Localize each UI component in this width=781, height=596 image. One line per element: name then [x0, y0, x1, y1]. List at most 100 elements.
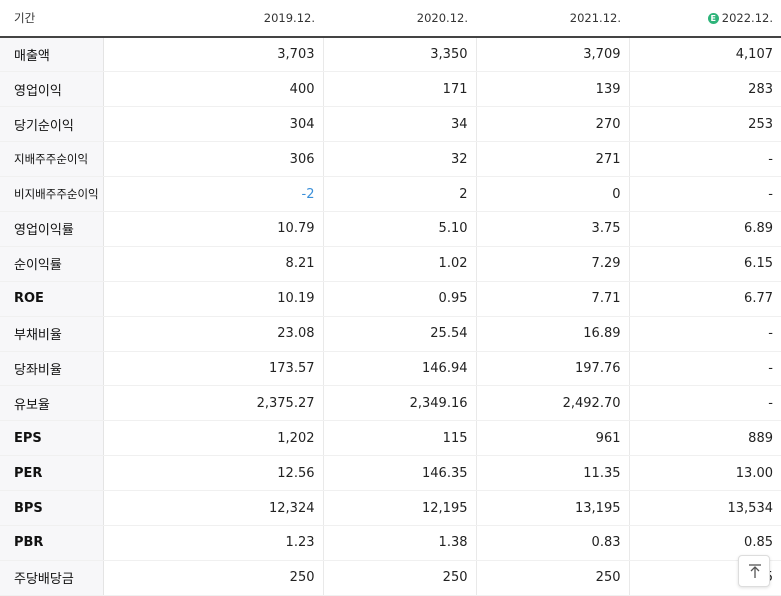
cell-value: 23.08 — [102, 315, 323, 352]
table-row: BPS 12,324 12,195 13,195 13,534 — [0, 490, 781, 526]
cell-value: 250 — [322, 559, 476, 596]
scroll-to-top-button[interactable] — [738, 555, 770, 587]
row-label: EPS — [0, 420, 104, 457]
cell-value: 115 — [322, 420, 476, 457]
row-label: 주당배당금 — [0, 559, 104, 596]
cell-value: - — [628, 351, 781, 387]
cell-value: 34 — [322, 106, 476, 143]
table-row: 유보율 2,375.27 2,349.16 2,492.70 - — [0, 385, 781, 422]
cell-value: 0.85 — [628, 525, 781, 561]
cell-value: 3.75 — [475, 210, 629, 247]
cell-value: 8.21 — [102, 246, 323, 282]
cell-value: 283 — [628, 71, 781, 108]
cell-value: 3,350 — [322, 37, 476, 73]
table-row: 지배주주순이익 306 32 271 - — [0, 141, 781, 178]
cell-value: 2,375.27 — [102, 385, 323, 422]
table-header-row: 기간 2019.12. 2020.12. 2021.12. E 2022.12. — [0, 0, 781, 38]
table-row: 주당배당금 250 250 250 5 — [0, 559, 781, 596]
cell-value: 32 — [322, 141, 476, 178]
estimate-e-icon: E — [707, 13, 719, 24]
arrow-up-to-top-icon — [749, 564, 761, 578]
cell-value: 3,703 — [102, 37, 323, 73]
table-row: PER 12.56 146.35 11.35 13.00 — [0, 455, 781, 492]
cell-value: 270 — [475, 106, 629, 143]
cell-value: 304 — [102, 106, 323, 143]
row-label: 매출액 — [0, 37, 104, 73]
cell-value: 306 — [102, 141, 323, 178]
cell-value: 13,534 — [628, 490, 781, 526]
cell-value: 139 — [475, 71, 629, 108]
cell-value: 12,195 — [322, 490, 476, 526]
period-header-label: 기간 — [0, 0, 103, 38]
cell-value: 13.00 — [628, 455, 781, 492]
table-row: PBR 1.23 1.38 0.83 0.85 — [0, 525, 781, 561]
cell-value: 0 — [475, 176, 629, 212]
cell-value: 7.29 — [475, 246, 629, 282]
period-header-2022: E 2022.12. — [629, 0, 781, 38]
row-label: PBR — [0, 525, 104, 561]
cell-value: 11.35 — [475, 455, 629, 492]
cell-value: 5.10 — [322, 210, 476, 247]
cell-value: - — [628, 176, 781, 212]
table-row: 영업이익률 10.79 5.10 3.75 6.89 — [0, 210, 781, 247]
cell-value-negative: -2 — [102, 176, 323, 212]
cell-value: 146.35 — [322, 455, 476, 492]
row-label: ROE — [0, 281, 104, 317]
cell-value: 13,195 — [475, 490, 629, 526]
cell-value: 1.02 — [322, 246, 476, 282]
table-row: EPS 1,202 115 961 889 — [0, 420, 781, 457]
row-label: 당기순이익 — [0, 106, 104, 143]
cell-value: 0.95 — [322, 281, 476, 317]
cell-value: 171 — [322, 71, 476, 108]
cell-value: 253 — [628, 106, 781, 143]
cell-value: 1.23 — [102, 525, 323, 561]
cell-value: - — [628, 141, 781, 178]
cell-value: 12.56 — [102, 455, 323, 492]
cell-value: 2,349.16 — [322, 385, 476, 422]
cell-value: 12,324 — [102, 490, 323, 526]
table-row: ROE 10.19 0.95 7.71 6.77 — [0, 281, 781, 317]
cell-value: 25.54 — [322, 315, 476, 352]
cell-value: 173.57 — [102, 351, 323, 387]
row-label: 유보율 — [0, 385, 104, 422]
cell-value: 7.71 — [475, 281, 629, 317]
cell-value: 250 — [102, 559, 323, 596]
cell-value: 16.89 — [475, 315, 629, 352]
cell-value: 250 — [475, 559, 629, 596]
cell-value: 271 — [475, 141, 629, 178]
cell-value: 400 — [102, 71, 323, 108]
cell-value: 6.15 — [628, 246, 781, 282]
cell-value: 3,709 — [475, 37, 629, 73]
period-header-2019: 2019.12. — [103, 0, 323, 38]
cell-value: 2 — [322, 176, 476, 212]
table-row: 영업이익 400 171 139 283 — [0, 71, 781, 108]
cell-value: 961 — [475, 420, 629, 457]
cell-value: 10.19 — [102, 281, 323, 317]
row-label: 순이익률 — [0, 246, 104, 282]
cell-value: 2,492.70 — [475, 385, 629, 422]
period-header-2021: 2021.12. — [476, 0, 629, 38]
table-row: 순이익률 8.21 1.02 7.29 6.15 — [0, 246, 781, 282]
cell-value: 197.76 — [475, 351, 629, 387]
row-label: PER — [0, 455, 104, 492]
period-header-2022-label: 2022.12. — [721, 11, 773, 25]
cell-value: 6.89 — [628, 210, 781, 247]
cell-value: 4,107 — [628, 37, 781, 73]
cell-value: 146.94 — [322, 351, 476, 387]
row-label: 비지배주주순이익 — [0, 176, 104, 212]
cell-value: 6.77 — [628, 281, 781, 317]
row-label: 부채비율 — [0, 315, 104, 352]
table-row: 매출액 3,703 3,350 3,709 4,107 — [0, 37, 781, 73]
table-row: 부채비율 23.08 25.54 16.89 - — [0, 315, 781, 352]
table-row: 당좌비율 173.57 146.94 197.76 - — [0, 351, 781, 387]
cell-value: 1,202 — [102, 420, 323, 457]
row-label: 영업이익률 — [0, 210, 104, 247]
cell-value: 10.79 — [102, 210, 323, 247]
cell-value: 889 — [628, 420, 781, 457]
row-label: 영업이익 — [0, 71, 104, 108]
cell-value: 1.38 — [322, 525, 476, 561]
row-label: 지배주주순이익 — [0, 141, 104, 178]
row-label: BPS — [0, 490, 104, 526]
table-row: 비지배주주순이익 -2 2 0 - — [0, 176, 781, 212]
